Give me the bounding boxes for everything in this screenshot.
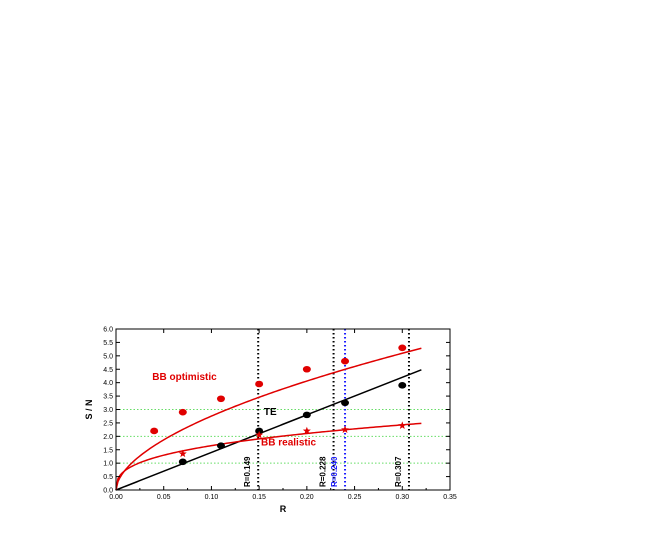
x-tick-label-6: 0.30: [395, 494, 409, 501]
y-tick-label-12: 6.0: [103, 327, 113, 334]
y-tick-label-7: 3.5: [103, 394, 113, 401]
point-1-5: [398, 382, 407, 389]
x-tick-label-1: 0.05: [157, 494, 171, 501]
point-0-3: [255, 380, 264, 388]
vertical-threshold-lines: R=0.149 R=0.228 R=0.240 R=0.307: [243, 329, 410, 490]
y-tick-label-9: 4.5: [103, 367, 113, 374]
point-1-0: [178, 458, 187, 466]
point-1-4: [341, 399, 350, 407]
y-axis-title: S / N: [84, 399, 94, 419]
point-0-0: [150, 427, 159, 435]
x-tick-label-2: 0.10: [205, 494, 219, 501]
y-tick-label-4: 2.0: [103, 434, 113, 441]
x-axis-title: R: [280, 504, 287, 514]
x-tick-label-5: 0.25: [348, 494, 362, 501]
annotations: BB optimistic TE BB realistic: [152, 372, 316, 449]
y-tick-label-0: 0.0: [103, 488, 113, 495]
vline-label-1: R=0.228: [319, 456, 328, 487]
point-2-0: [178, 449, 187, 458]
fit-curves: [115, 347, 422, 491]
x-tick-label-0: 0.00: [109, 494, 123, 501]
point-1-3: [302, 411, 311, 419]
y-tick-label-3: 1.5: [103, 447, 113, 454]
te-label: TE: [264, 407, 277, 418]
y-tick-label-1: 0.5: [103, 474, 113, 481]
x-tick-label-3: 0.15: [252, 494, 266, 501]
point-2-3: [341, 425, 350, 434]
data-points: [150, 344, 407, 466]
fit-curve-0: [115, 347, 422, 491]
point-0-5: [341, 357, 350, 365]
vline-label-3: R=0.307: [394, 456, 403, 487]
y-tick-label-10: 5.0: [103, 353, 113, 360]
vline-label-0: R=0.149: [243, 456, 252, 487]
point-0-1: [178, 408, 187, 416]
point-0-6: [398, 344, 407, 352]
x-tick-label-4: 0.20: [300, 494, 314, 501]
y-tick-label-11: 5.5: [103, 340, 113, 347]
y-tick-label-5: 2.5: [103, 420, 113, 427]
fit-curve-2: [115, 422, 422, 491]
fit-curve-1: [115, 369, 422, 491]
point-2-1: [255, 430, 264, 439]
point-1-1: [216, 442, 225, 450]
point-2-4: [398, 421, 407, 429]
bb-realistic-label: BB realistic: [261, 438, 316, 449]
bb-optimistic-label: BB optimistic: [152, 372, 217, 383]
y-tick-label-6: 3.0: [103, 407, 113, 414]
y-tick-label-2: 1.0: [103, 461, 113, 468]
vline-label-2: R=0.240: [330, 456, 339, 487]
point-0-4: [302, 365, 311, 373]
x-tick-label-7: 0.35: [443, 494, 457, 501]
axes: 0.00 0.05 0.10 0.15 0.20 0.25 0.30 0.35 0.0 0.5 1.…: [103, 327, 457, 502]
point-0-2: [216, 395, 225, 403]
y-tick-label-8: 4.0: [103, 380, 113, 387]
point-2-2: [302, 426, 311, 435]
